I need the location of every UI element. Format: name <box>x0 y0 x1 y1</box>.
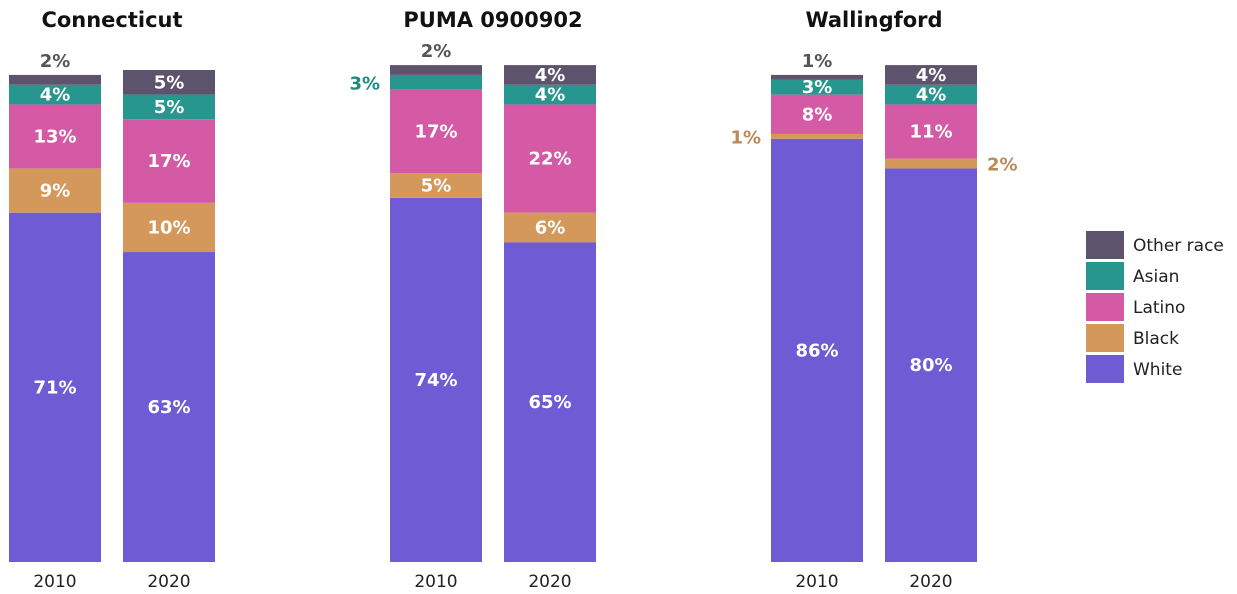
x-tick-label: 2020 <box>528 572 571 592</box>
data-label: 1% <box>802 51 833 72</box>
data-label: 4% <box>535 85 566 106</box>
data-label: 2% <box>40 51 71 72</box>
bar-segment <box>885 158 977 169</box>
data-label: 10% <box>147 217 190 238</box>
data-label: 4% <box>916 65 947 86</box>
bar-segment <box>123 202 215 253</box>
facet-title: Wallingford <box>805 8 942 32</box>
bar-segment <box>771 133 863 139</box>
legend-swatch <box>1086 262 1124 290</box>
bar-segment <box>885 168 977 562</box>
bar-segment <box>885 65 977 85</box>
bar-segment <box>390 74 482 90</box>
data-label: 8% <box>802 104 833 125</box>
bar-segment <box>885 84 977 105</box>
legend-label: Other race <box>1133 236 1224 256</box>
data-label: 3% <box>802 77 833 98</box>
data-label: 71% <box>33 377 76 398</box>
data-label: 17% <box>414 122 457 143</box>
data-label: 2% <box>421 41 452 62</box>
bar-segment <box>123 119 215 203</box>
bar-segment <box>123 252 215 563</box>
legend-label: Asian <box>1133 267 1179 287</box>
facet-title: Connecticut <box>41 8 182 32</box>
bar-segment <box>771 138 863 562</box>
bar-segment <box>504 212 596 243</box>
bar-segment <box>9 74 101 85</box>
x-tick-label: 2010 <box>795 572 838 592</box>
data-label: 86% <box>795 340 838 361</box>
data-label: 74% <box>414 370 457 391</box>
legend-swatch <box>1086 324 1124 352</box>
data-label: 63% <box>147 397 190 418</box>
x-tick-label: 2010 <box>33 572 76 592</box>
data-label: 5% <box>154 72 185 93</box>
data-label: 9% <box>40 181 71 202</box>
bar-segment <box>123 70 215 95</box>
bar-segment <box>885 104 977 159</box>
data-label: 80% <box>909 355 952 376</box>
bar-segment <box>9 212 101 562</box>
data-label: 65% <box>528 392 571 413</box>
data-label: 4% <box>40 85 71 106</box>
bar-segment <box>390 89 482 174</box>
bar-segment <box>390 65 482 75</box>
x-tick-label: 2020 <box>909 572 952 592</box>
bar-segment <box>504 104 596 213</box>
bar-segment <box>504 84 596 105</box>
legend-label: Latino <box>1133 298 1185 318</box>
bar-segment <box>9 168 101 213</box>
data-label: 13% <box>33 126 76 147</box>
data-label: 22% <box>528 149 571 170</box>
data-label: 4% <box>535 65 566 86</box>
bar-segment <box>390 173 482 198</box>
data-label: 17% <box>147 151 190 172</box>
bar-segment <box>771 94 863 134</box>
bar-segment <box>771 74 863 80</box>
data-label: 5% <box>421 176 452 197</box>
facet-title: PUMA 0900902 <box>403 8 582 32</box>
data-label: 6% <box>535 217 566 238</box>
legend-label: White <box>1133 360 1182 380</box>
x-tick-label: 2020 <box>147 572 190 592</box>
bar-segment <box>771 79 863 95</box>
legend-swatch <box>1086 355 1124 383</box>
data-label: 5% <box>154 97 185 118</box>
bar-segment <box>9 84 101 105</box>
data-label: 2% <box>987 154 1018 175</box>
legend-label: Black <box>1133 329 1179 349</box>
bar-segment <box>504 65 596 85</box>
data-label: 4% <box>916 85 947 106</box>
legend-swatch <box>1086 231 1124 259</box>
data-label: 11% <box>909 122 952 143</box>
data-label: 1% <box>730 127 761 148</box>
x-tick-label: 2010 <box>414 572 457 592</box>
bar-segment <box>9 104 101 169</box>
bar-segment <box>504 242 596 562</box>
legend-swatch <box>1086 293 1124 321</box>
bar-segment <box>123 94 215 120</box>
bar-segment <box>390 197 482 563</box>
data-label: 3% <box>349 73 380 94</box>
